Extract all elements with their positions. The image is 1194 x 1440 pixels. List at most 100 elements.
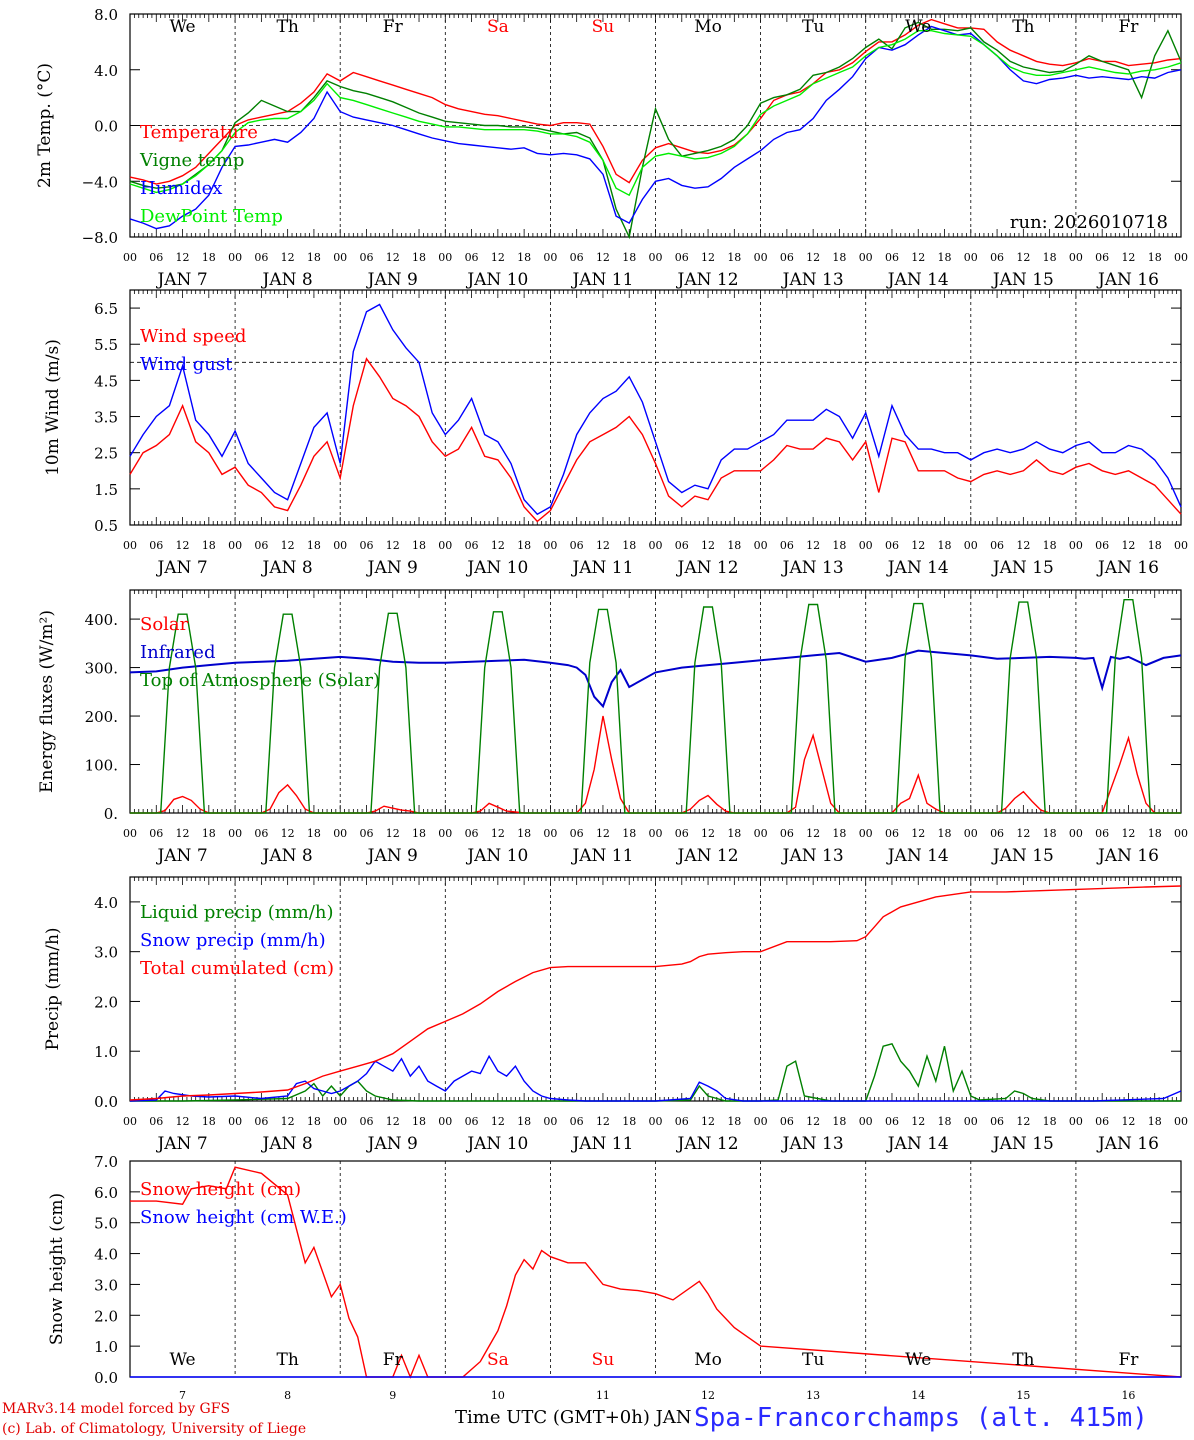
hour-label: 18 xyxy=(1043,251,1057,264)
hour-label: 00 xyxy=(438,827,452,840)
hour-label: 06 xyxy=(359,1115,373,1128)
hour-label: 00 xyxy=(123,539,137,552)
day-name: Fr xyxy=(1118,17,1139,37)
date-label: JAN 14 xyxy=(886,1134,949,1154)
hour-label: 12 xyxy=(911,251,925,264)
date-label: JAN 14 xyxy=(886,270,949,290)
legend-entry: Vigne temp xyxy=(139,150,244,171)
hour-label: 18 xyxy=(517,539,531,552)
hour-label: 12 xyxy=(911,539,925,552)
hour-label: 06 xyxy=(570,827,584,840)
day-number: 13 xyxy=(806,1389,820,1402)
hour-label: 00 xyxy=(333,539,347,552)
series-wind-speed xyxy=(129,357,1182,523)
panel-3: 0. 100. 200. 300. 400. Energy fluxes (W/m²) So… xyxy=(37,589,1188,866)
model-credit: MARv3.14 model forced by GFS xyxy=(2,1401,231,1417)
hour-label: 00 xyxy=(649,539,663,552)
series-vigne-temp xyxy=(129,21,1182,240)
hour-label: 12 xyxy=(491,539,505,552)
hour-label: 18 xyxy=(412,827,426,840)
date-label: JAN 15 xyxy=(991,558,1054,578)
hour-label: 12 xyxy=(806,827,820,840)
date-label: JAN 16 xyxy=(1096,558,1159,578)
run-label: run: 2026010718 xyxy=(1010,212,1168,233)
date-label: JAN 9 xyxy=(366,270,418,290)
hour-label: 00 xyxy=(859,251,873,264)
hour-label: 06 xyxy=(1095,1115,1109,1128)
hour-label: 06 xyxy=(885,539,899,552)
hour-label: 00 xyxy=(964,827,978,840)
y-tick-label: 0. xyxy=(104,805,118,823)
hour-label: 06 xyxy=(254,827,268,840)
day-name: Sa xyxy=(487,1350,509,1370)
series-total-cumulated-cm xyxy=(129,885,1182,1101)
hour-label: 12 xyxy=(596,539,610,552)
hour-label: 06 xyxy=(359,827,373,840)
hour-label: 00 xyxy=(123,251,137,264)
hour-label: 00 xyxy=(333,827,347,840)
day-name: We xyxy=(169,17,195,37)
hour-label: 12 xyxy=(491,827,505,840)
hour-label: 06 xyxy=(254,1115,268,1128)
hour-label: 00 xyxy=(649,251,663,264)
day-name: Th xyxy=(1012,1350,1034,1370)
hour-label: 00 xyxy=(754,539,768,552)
day-number: 9 xyxy=(389,1389,396,1402)
hour-label: 18 xyxy=(307,827,321,840)
legend-entry: DewPoint Temp xyxy=(140,206,283,227)
lab-credit: (c) Lab. of Climatology, University of L… xyxy=(2,1421,307,1437)
legend-entry: Snow height (cm W.E.) xyxy=(140,1207,347,1228)
hour-label: 06 xyxy=(675,1115,689,1128)
hour-label: 00 xyxy=(649,1115,663,1128)
series-dewpoint-temp xyxy=(129,30,1182,197)
hour-label: 06 xyxy=(990,251,1004,264)
y-axis-label: Precip (mm/h) xyxy=(43,927,63,1050)
date-label: JAN 12 xyxy=(676,270,739,290)
hour-label: 12 xyxy=(806,539,820,552)
day-name: Mo xyxy=(694,17,722,37)
date-label: JAN 7 xyxy=(155,1134,207,1154)
y-tick-label: 400. xyxy=(85,611,118,629)
hour-label: 00 xyxy=(859,539,873,552)
hour-label: 00 xyxy=(333,251,347,264)
hour-label: 06 xyxy=(254,539,268,552)
hour-label: 06 xyxy=(675,827,689,840)
panel-1: −8.0 −4.0 0.0 4.0 8.0 2m Temp. (°C) Temperatur… xyxy=(35,6,1188,290)
day-number: 11 xyxy=(596,1389,610,1402)
hour-label: 18 xyxy=(938,251,952,264)
hour-label: 18 xyxy=(202,827,216,840)
day-name: We xyxy=(905,17,931,37)
hour-label: 00 xyxy=(964,539,978,552)
hour-label: 12 xyxy=(596,251,610,264)
hour-label: 06 xyxy=(359,539,373,552)
hour-label: 18 xyxy=(517,251,531,264)
hour-label: 12 xyxy=(386,1115,400,1128)
hour-label: 12 xyxy=(281,251,295,264)
date-label: JAN 15 xyxy=(991,846,1054,866)
panel-5: 0.0 1.0 2.0 3.0 4.0 5.0 6.0 7.0 Snow height (cm)… xyxy=(47,1153,1182,1402)
hour-label: 12 xyxy=(1016,1115,1030,1128)
date-label: JAN 13 xyxy=(781,846,844,866)
legend-entry: Solar xyxy=(140,614,189,635)
hour-label: 18 xyxy=(202,251,216,264)
date-label: JAN 16 xyxy=(1096,846,1159,866)
day-number: 8 xyxy=(284,1389,291,1402)
date-label: JAN 10 xyxy=(465,1134,528,1154)
y-tick-label: −8.0 xyxy=(82,229,118,247)
y-tick-label: 3.5 xyxy=(94,409,118,427)
hour-label: 06 xyxy=(465,251,479,264)
day-name: Fr xyxy=(383,17,404,37)
hour-label: 12 xyxy=(1016,539,1030,552)
y-tick-label: 0.0 xyxy=(94,1369,118,1387)
hour-label: 12 xyxy=(281,827,295,840)
hour-label: 12 xyxy=(281,539,295,552)
hour-label: 00 xyxy=(543,1115,557,1128)
day-name: Mo xyxy=(694,1350,722,1370)
hour-label: 18 xyxy=(1148,1115,1162,1128)
y-tick-label: 300. xyxy=(85,660,118,678)
y-tick-label: 1.0 xyxy=(94,1338,118,1356)
hour-label: 00 xyxy=(859,1115,873,1128)
hour-label: 00 xyxy=(543,539,557,552)
series-humidex xyxy=(129,25,1182,230)
